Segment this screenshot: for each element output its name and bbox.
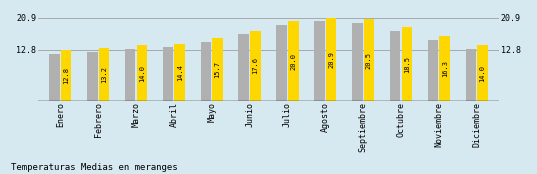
Text: 18.5: 18.5: [404, 56, 410, 73]
Text: 20.5: 20.5: [366, 52, 372, 69]
Text: 20.0: 20.0: [291, 53, 296, 70]
Bar: [288, 21, 299, 101]
Bar: [61, 50, 71, 101]
Text: 17.6: 17.6: [252, 57, 258, 74]
Bar: [402, 27, 412, 101]
Bar: [49, 54, 60, 101]
Bar: [87, 52, 98, 101]
Bar: [175, 44, 185, 101]
Bar: [314, 21, 325, 101]
Bar: [352, 23, 362, 101]
Bar: [439, 36, 450, 101]
Text: 14.4: 14.4: [177, 64, 183, 81]
Bar: [99, 48, 110, 101]
Text: 13.2: 13.2: [101, 66, 107, 83]
Bar: [364, 19, 374, 101]
Bar: [136, 45, 147, 101]
Text: Temperaturas Medias en meranges: Temperaturas Medias en meranges: [11, 163, 177, 172]
Text: 12.8: 12.8: [63, 67, 69, 84]
Bar: [326, 18, 336, 101]
Bar: [212, 38, 223, 101]
Text: 20.9: 20.9: [328, 51, 334, 68]
Text: 14.0: 14.0: [480, 65, 485, 82]
Text: 15.7: 15.7: [215, 61, 221, 78]
Bar: [466, 49, 476, 101]
Bar: [201, 42, 211, 101]
Bar: [250, 31, 260, 101]
Bar: [238, 34, 249, 101]
Bar: [427, 40, 438, 101]
Bar: [125, 49, 135, 101]
Text: 14.0: 14.0: [139, 65, 145, 82]
Bar: [477, 45, 488, 101]
Bar: [390, 31, 401, 101]
Bar: [163, 47, 173, 101]
Text: 16.3: 16.3: [441, 60, 448, 77]
Bar: [277, 25, 287, 101]
